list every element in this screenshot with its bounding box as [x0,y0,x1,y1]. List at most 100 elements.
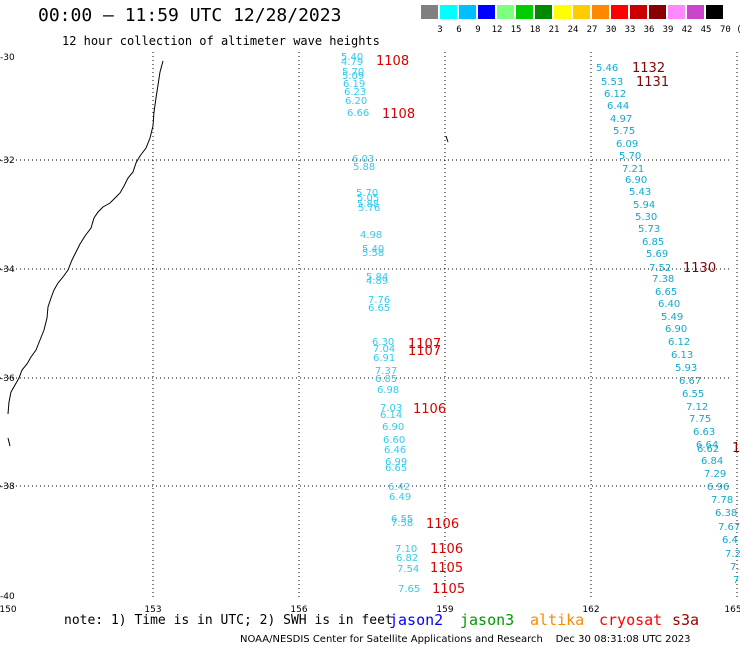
wave-height-reading: 4.79 [341,57,363,68]
wave-height-reading: 6.46 [384,445,406,456]
cycle-id-label: 1106 [430,542,463,557]
longitude-label: 159 [436,605,453,615]
wave-height-reading: 6.85 [642,237,664,248]
footer-note: note: 1) Time is in UTC; 2) SWH is in fe… [64,613,393,628]
scale-swatch [421,5,438,19]
cycle-id-label: 1107 [408,344,441,359]
scale-swatch [687,5,704,19]
latitude-label: -34 [0,265,15,275]
scale-tick-label: 70 (ft) [720,25,740,35]
wave-height-reading: 6.38 [715,508,737,519]
cycle-id-label: 1108 [376,54,409,69]
wave-height-reading: 6.62 [697,444,719,455]
wave-height-reading: 7.37 [375,366,397,377]
scale-tick-label: 33 [624,25,636,35]
wave-height-reading: 6.90 [382,422,404,433]
wave-height-reading: 6.42 [388,482,410,493]
wave-height-reading: 7.75 [689,414,711,425]
wave-height-reading: 5.70 [619,151,641,162]
wave-height-reading: 6.67 [679,376,701,387]
wave-height-reading: 6.30 [372,337,394,348]
wave-height-reading: 7.10 [395,544,417,555]
wave-height-reading: 5.94 [633,200,655,211]
scale-tick-label: 3 [437,25,443,35]
wave-height-reading: 6.99 [385,457,407,468]
cycle-id-label: 1105 [432,582,465,597]
longitude-label: 150 [0,605,17,615]
scale-tick-label: 36 [643,25,655,35]
map-subtitle: 12 hour collection of altimeter wave hei… [62,34,380,48]
cycle-id-label: 1 [732,441,740,456]
scale-swatch [554,5,571,19]
wave-height-reading: 7.38 [652,274,674,285]
latitude-label: -30 [0,53,15,63]
wave-height-reading: 6.49 [389,492,411,503]
cycle-id-label: 1132 [632,61,665,76]
scale-tick-label: 30 [605,25,617,35]
wave-height-reading: 5.84 [366,272,388,283]
scale-tick-label: 12 [491,25,503,35]
wave-height-reading: 5.76 [358,203,380,214]
wave-height-reading: 7 [733,575,739,586]
scale-swatch [706,5,723,19]
wave-height-reading: 5.05 [357,193,379,204]
footer-credit: NOAA/NESDIS Center for Satellite Applica… [240,634,691,645]
wave-height-reading: 6.64 [696,440,718,451]
wave-height-reading: 7.58 [391,518,413,529]
scale-tick-label: 45 [700,25,712,35]
scale-swatch [497,5,514,19]
wave-height-reading: 5.58 [362,248,384,259]
scale-swatch [459,5,476,19]
scale-tick-label: 21 [548,25,560,35]
scale-swatch [478,5,495,19]
scale-swatch [573,5,590,19]
wave-height-reading: 5.70 [342,67,364,78]
wave-height-reading: 6.60 [383,435,405,446]
longitude-label: 153 [144,605,161,615]
scale-swatch [611,5,628,19]
wave-height-reading: 6.12 [604,89,626,100]
wave-height-reading: 7.21 [622,164,644,175]
wave-height-reading: 7.52 [649,263,671,274]
wave-height-reading: 5.88 [353,162,375,173]
wave-height-reading: 6.55 [391,514,413,525]
wave-height-reading: 5.70 [356,188,378,199]
longitude-label: 156 [290,605,307,615]
coastline-fragment [7,437,11,447]
scale-tick-label: 24 [567,25,579,35]
wave-height-reading: 6.03 [352,154,374,165]
wave-height-reading: 6.09 [616,139,638,150]
wave-height-reading: 5.73 [638,224,660,235]
map-title: 00:00 – 11:59 UTC 12/28/2023 [38,5,342,26]
wave-height-reading: 7. [730,562,740,573]
wave-height-reading: 6.55 [682,389,704,400]
wave-height-reading: 6.13 [671,350,693,361]
scale-tick-label: 6 [456,25,462,35]
wave-height-reading: 6.4 [722,535,738,546]
scale-swatch [668,5,685,19]
satellite-legend-jason3: jason3 [460,611,515,629]
cycle-id-label: 1107 [408,337,441,352]
wave-height-reading: 6.66 [347,108,369,119]
scale-tick-label: 9 [475,25,481,35]
wave-height-reading: 6.84 [701,456,723,467]
cycle-id-label: 1106 [426,517,459,532]
scale-tick-label: 27 [586,25,598,35]
wave-height-reading: 6.90 [625,175,647,186]
satellite-legend-altika: altika [530,611,585,629]
scale-swatch [649,5,666,19]
satellite-legend-s3a: s3a [672,611,700,629]
scale-tick-label: 39 [662,25,674,35]
wave-height-reading: 6.82 [396,553,418,564]
wave-height-reading: 6.91 [373,353,395,364]
wave-height-reading: 6.23 [344,87,366,98]
wave-height-reading: 4.89 [366,276,388,287]
wave-height-reading: 7.54 [397,564,419,575]
scale-tick-label: 18 [529,25,541,35]
map-grid [0,52,738,598]
wave-height-reading: 5.88 [357,199,379,210]
scale-swatch [440,5,457,19]
wave-height-reading: 6.12 [668,337,690,348]
wave-height-reading: 6.96 [707,482,729,493]
wave-height-reading: 6.65 [385,463,407,474]
